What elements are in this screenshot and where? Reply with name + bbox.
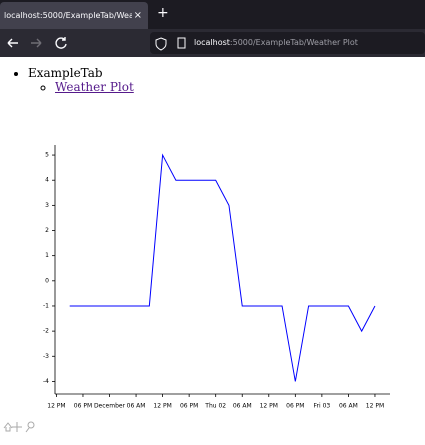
- nav-buttons: [7, 37, 67, 49]
- x-tick-label: 12 PM: [47, 403, 65, 410]
- reload-button[interactable]: [55, 37, 67, 49]
- x-tick-label: 06 PM: [286, 403, 304, 410]
- x-tick-label: 12 PM: [153, 403, 171, 410]
- forward-button: [31, 38, 42, 48]
- zoom-handle: [25, 427, 30, 433]
- y-tick-label: 2: [45, 227, 49, 234]
- nav-item: ExampleTab Weather Plot: [28, 66, 134, 94]
- url-text: localhost:5000/ExampleTab/Weather Plot: [194, 32, 358, 54]
- nav-list: ExampleTab Weather Plot: [0, 66, 134, 94]
- x-tick-label: 06 AM: [233, 403, 252, 410]
- y-tick-label: -4: [43, 378, 49, 385]
- url-host: localhost: [194, 38, 230, 47]
- x-tick-label: 12 PM: [366, 403, 384, 410]
- nav-subitem: Weather Plot: [55, 80, 134, 94]
- x-tick-label: Fri 03: [314, 403, 331, 410]
- x-tick-label: 06 AM: [339, 403, 358, 410]
- tab-strip: localhost:5000/ExampleTab/Weat × +: [0, 0, 425, 29]
- y-tick-label: -2: [43, 328, 49, 335]
- home-tool[interactable]: [3, 422, 13, 432]
- x-tick-label: December: [94, 403, 126, 410]
- x-tick-label: Thu 02: [204, 403, 226, 410]
- url-icons: [155, 37, 186, 51]
- new-tab[interactable]: +: [157, 5, 169, 21]
- tab-title: localhost:5000/ExampleTab/Weat: [4, 11, 132, 20]
- back-button[interactable]: [7, 38, 18, 48]
- y-tick-label: -1: [43, 302, 49, 309]
- zoom-tool[interactable]: [27, 421, 35, 429]
- pan-tool[interactable]: [12, 422, 22, 432]
- plot-tools: [3, 421, 35, 433]
- tab[interactable]: localhost:5000/ExampleTab/Weat ×: [0, 2, 148, 29]
- y-tick-label: 4: [45, 177, 49, 184]
- shield-icon: [155, 37, 167, 51]
- x-tick-label: 06 AM: [127, 403, 146, 410]
- y-tick-label: 0: [45, 277, 49, 284]
- data-line: [69, 153, 376, 382]
- y-tick-label: 3: [45, 202, 49, 209]
- x-tick-label: 06 PM: [180, 403, 198, 410]
- url-path: :5000/ExampleTab/Weather Plot: [229, 38, 358, 47]
- tab-close[interactable]: ×: [133, 10, 142, 21]
- y-tick-label: -3: [43, 353, 49, 360]
- y-tick-label: 5: [45, 152, 49, 159]
- toolbar: localhost:5000/ExampleTab/Weather Plot: [0, 29, 425, 57]
- y-tick-label: 1: [45, 252, 49, 259]
- page-icon: [177, 37, 186, 49]
- nav-item-label: ExampleTab: [28, 66, 103, 80]
- x-tick-label: 06 PM: [74, 403, 92, 410]
- nav-link[interactable]: Weather Plot: [55, 80, 134, 94]
- x-tick-label: 12 PM: [260, 403, 278, 410]
- url-bar[interactable]: localhost:5000/ExampleTab/Weather Plot: [150, 32, 425, 54]
